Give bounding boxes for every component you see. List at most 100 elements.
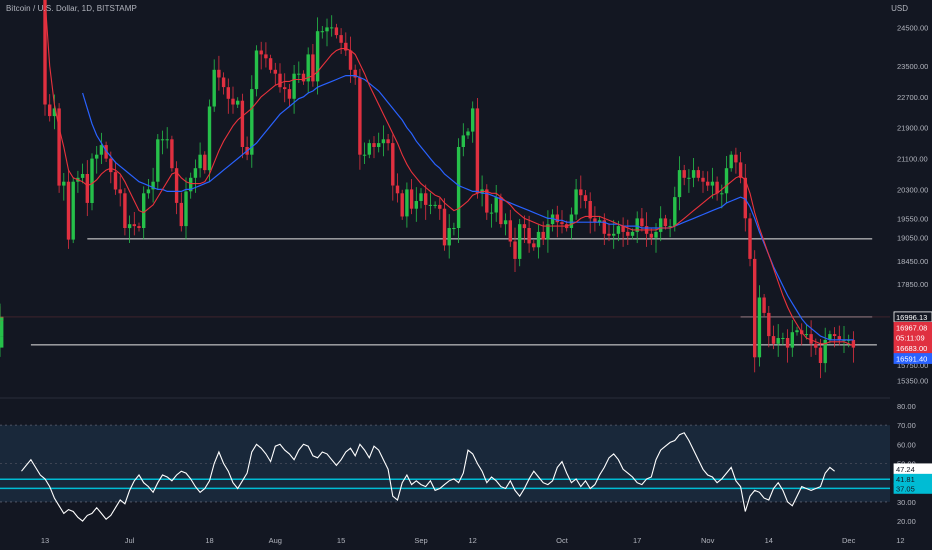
rsi-tick-label: 20.00: [897, 517, 916, 526]
candle-body: [315, 31, 320, 82]
candle-body: [494, 197, 498, 213]
candle-body: [715, 181, 719, 194]
candle-body: [156, 139, 160, 182]
y-tick-label: 22700.00: [897, 93, 928, 102]
ma-fast-line: [44, 0, 854, 347]
candle-body: [217, 69, 221, 78]
candle-body: [532, 243, 536, 248]
candle-body: [66, 181, 71, 240]
candle-body: [597, 220, 602, 223]
price-tag-text: 16683.00: [896, 344, 927, 353]
candle-body: [123, 193, 127, 228]
candle-body: [762, 297, 766, 313]
candle-body: [0, 316, 4, 337]
candle-body: [405, 189, 409, 217]
candle-body: [724, 168, 729, 194]
candle-body: [687, 177, 691, 179]
candle-body: [184, 191, 188, 227]
candle-body: [659, 218, 663, 232]
candle-body: [353, 69, 357, 78]
x-tick-label: Nov: [701, 536, 715, 545]
x-tick-label: 15: [337, 536, 345, 545]
candle-body: [438, 204, 442, 209]
x-tick-label: Jul: [125, 536, 135, 545]
candle-body: [851, 339, 856, 348]
x-tick-label: 17: [633, 536, 641, 545]
candle-body: [729, 154, 733, 169]
candle-body: [654, 231, 658, 238]
candle-body: [677, 170, 682, 198]
candle-body: [579, 189, 583, 196]
rsi-tag-text: 47.24: [896, 465, 915, 474]
rsi-tick-label: 80.00: [897, 402, 916, 411]
candle-body: [471, 108, 475, 132]
candle-body: [452, 228, 456, 229]
candle-body: [127, 224, 132, 229]
candle-body: [527, 228, 531, 244]
y-tick-label: 19050.00: [897, 234, 928, 243]
candle-body: [99, 145, 104, 155]
candle-body: [447, 228, 451, 246]
candle-body: [546, 224, 550, 240]
candle-body: [221, 77, 226, 88]
rsi-tag-bg: [893, 463, 932, 475]
candle-body: [621, 226, 625, 232]
candle-body: [90, 158, 94, 203]
rsi-tick-label: 70.00: [897, 421, 916, 430]
candle-body: [804, 334, 809, 336]
moving-averages: [44, 0, 854, 347]
candle-body: [132, 224, 136, 227]
candle-body: [381, 139, 386, 144]
candle-body: [602, 220, 606, 234]
candle-body: [165, 139, 169, 141]
y-tick-label: 21900.00: [897, 124, 928, 133]
x-tick-label: Sep: [414, 536, 427, 545]
candle-body: [696, 170, 700, 178]
rsi-tag-text: 41.81: [896, 475, 915, 484]
candle-body: [428, 204, 433, 206]
candle-body: [250, 89, 254, 155]
candle-body: [757, 297, 762, 358]
candle-body: [174, 168, 179, 203]
rsi-line: [21, 432, 835, 522]
candle-body: [574, 189, 578, 215]
y-tick-label: 24500.00: [897, 23, 928, 32]
candle-body: [785, 338, 790, 348]
candle-body: [626, 231, 630, 236]
candle-body: [80, 174, 85, 178]
y-tick-label: 15350.00: [897, 376, 928, 385]
candle-body: [771, 336, 776, 344]
candle-body: [372, 143, 376, 147]
candle-body: [212, 69, 216, 107]
candle-body: [743, 177, 747, 219]
price-tag: 16591.40: [893, 353, 932, 364]
candle-body: [555, 214, 559, 223]
candle-body: [62, 181, 66, 186]
candle-body: [541, 231, 545, 240]
candle-body: [151, 181, 155, 190]
candle-body: [461, 135, 465, 147]
candle-body: [52, 108, 57, 117]
candle-body: [536, 231, 541, 248]
candle-body: [588, 201, 592, 219]
rsi-tag: 37.05: [893, 482, 932, 494]
candle-body: [710, 181, 715, 186]
price-tag-text: 16996.13: [896, 313, 927, 322]
candle-body: [306, 54, 310, 82]
rsi-tag-bg: [893, 482, 932, 494]
candle-body: [334, 27, 339, 36]
rsi-tick-label: 30.00: [897, 498, 916, 507]
candle-body: [508, 220, 512, 242]
candle-body: [424, 193, 428, 205]
candle-body: [311, 54, 315, 82]
candle-body: [236, 100, 240, 105]
price-tag: 05:11:09: [893, 332, 932, 344]
candle-body: [668, 226, 672, 228]
candle-body: [0, 339, 4, 348]
y-tick-label: 19550.00: [897, 214, 928, 223]
price-tag-text: 16591.40: [896, 355, 927, 364]
chart-title: Bitcoin / U.S. Dollar, 1D, BITSTAMP: [6, 4, 137, 13]
